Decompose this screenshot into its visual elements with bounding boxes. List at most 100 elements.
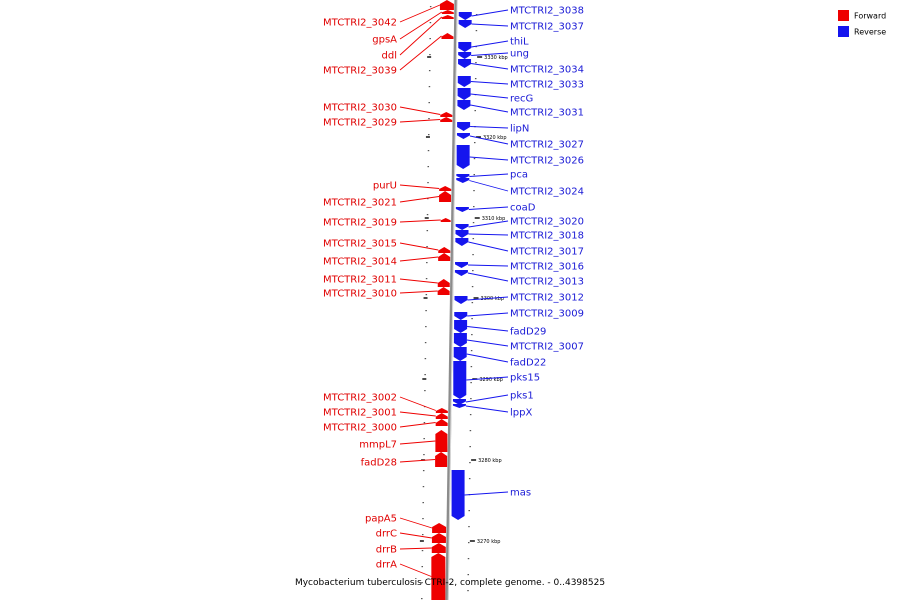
reverse-gene[interactable]: MTCTRI2_3013	[454, 270, 584, 288]
reverse-gene-label[interactable]: MTCTRI2_3012	[510, 293, 584, 304]
reverse-gene-block[interactable]	[452, 399, 466, 405]
forward-gene[interactable]: papA5	[365, 514, 447, 534]
reverse-gene[interactable]: recG	[457, 88, 534, 105]
reverse-gene-block[interactable]	[454, 270, 468, 276]
forward-gene-block[interactable]	[439, 0, 454, 10]
forward-gene-block[interactable]	[438, 247, 451, 253]
reverse-gene[interactable]: MTCTRI2_3024	[456, 178, 584, 198]
reverse-gene-block[interactable]	[458, 52, 472, 59]
reverse-gene-label[interactable]: thiL	[510, 37, 529, 48]
reverse-gene[interactable]: pca	[456, 170, 528, 181]
forward-gene[interactable]: MTCTRI2_3014	[323, 253, 451, 268]
forward-gene-label[interactable]: MTCTRI2_3010	[323, 289, 397, 300]
reverse-gene-block[interactable]	[453, 347, 467, 361]
reverse-gene-label[interactable]: MTCTRI2_3020	[510, 217, 584, 228]
reverse-gene[interactable]: lipN	[457, 122, 529, 135]
forward-gene[interactable]: MTCTRI2_3029	[323, 117, 453, 129]
reverse-gene-block[interactable]	[458, 12, 472, 20]
forward-gene-block[interactable]	[437, 279, 450, 287]
reverse-gene-block[interactable]	[458, 42, 472, 52]
forward-gene-label[interactable]: drrA	[376, 560, 397, 571]
forward-gene[interactable]: MTCTRI2_3011	[323, 275, 450, 288]
reverse-gene-block[interactable]	[453, 333, 467, 347]
reverse-gene[interactable]: MTCTRI2_3031	[457, 100, 584, 119]
forward-gene-block[interactable]	[438, 253, 451, 261]
reverse-gene-block[interactable]	[456, 145, 470, 169]
forward-gene-label[interactable]: MTCTRI2_3039	[323, 66, 397, 77]
reverse-gene[interactable]: MTCTRI2_3018	[455, 230, 584, 242]
forward-gene-label[interactable]: papA5	[365, 514, 397, 525]
forward-gene-label[interactable]: MTCTRI2_3019	[323, 218, 397, 229]
reverse-gene-label[interactable]: MTCTRI2_3016	[510, 262, 584, 273]
forward-gene[interactable]: mmpL7	[359, 430, 448, 452]
reverse-gene[interactable]: MTCTRI2_3007	[453, 333, 584, 353]
reverse-gene-block[interactable]	[457, 76, 471, 87]
forward-gene[interactable]: MTCTRI2_3042	[323, 0, 454, 29]
forward-gene-label[interactable]: ddl	[382, 51, 397, 62]
forward-gene-block[interactable]	[435, 413, 448, 419]
reverse-gene[interactable]: ung	[458, 49, 529, 60]
forward-gene-label[interactable]: MTCTRI2_3014	[323, 257, 397, 268]
reverse-gene-label[interactable]: pca	[510, 170, 528, 181]
reverse-gene-label[interactable]: ung	[510, 49, 529, 60]
reverse-gene[interactable]: MTCTRI2_3017	[455, 238, 584, 258]
forward-gene-label[interactable]: MTCTRI2_3001	[323, 408, 397, 419]
reverse-gene-label[interactable]: pks15	[510, 373, 540, 384]
reverse-gene-block[interactable]	[458, 20, 472, 28]
reverse-gene-label[interactable]: MTCTRI2_3018	[510, 231, 584, 242]
reverse-gene[interactable]: coaD	[455, 203, 536, 214]
forward-gene[interactable]: MTCTRI2_3021	[323, 191, 452, 209]
forward-gene-label[interactable]: MTCTRI2_3002	[323, 393, 397, 404]
forward-gene-label[interactable]: MTCTRI2_3042	[323, 18, 397, 29]
reverse-gene-block[interactable]	[455, 207, 469, 212]
forward-gene[interactable]: drrC	[376, 529, 446, 544]
forward-gene-block[interactable]	[439, 191, 452, 202]
forward-gene-label[interactable]: MTCTRI2_3011	[323, 275, 397, 286]
forward-gene-block[interactable]	[435, 419, 448, 426]
reverse-gene-block[interactable]	[456, 133, 470, 139]
forward-gene-block[interactable]	[440, 117, 453, 122]
reverse-gene[interactable]: MTCTRI2_3020	[455, 217, 584, 231]
forward-gene-block[interactable]	[441, 15, 454, 19]
reverse-gene-block[interactable]	[457, 122, 471, 131]
reverse-gene[interactable]: MTCTRI2_3038	[458, 6, 584, 21]
forward-gene[interactable]: gpsA	[372, 10, 454, 46]
reverse-gene-block[interactable]	[456, 178, 470, 183]
forward-gene-block[interactable]	[431, 543, 446, 553]
reverse-gene-label[interactable]: MTCTRI2_3027	[510, 140, 584, 151]
forward-gene-label[interactable]: MTCTRI2_3030	[323, 103, 397, 114]
reverse-gene-label[interactable]: lppX	[510, 408, 532, 419]
reverse-gene[interactable]: MTCTRI2_3012	[454, 293, 584, 305]
forward-gene[interactable]: MTCTRI2_3019	[323, 218, 451, 229]
forward-gene-block[interactable]	[435, 408, 448, 413]
reverse-gene-label[interactable]: MTCTRI2_3031	[510, 108, 584, 119]
forward-gene[interactable]: MTCTRI2_3010	[323, 287, 450, 300]
reverse-gene-label[interactable]: MTCTRI2_3024	[510, 187, 584, 198]
forward-gene-label[interactable]: MTCTRI2_3000	[323, 423, 397, 434]
forward-gene-block[interactable]	[432, 523, 447, 533]
reverse-gene-label[interactable]: recG	[510, 94, 533, 105]
forward-gene-block[interactable]	[431, 553, 446, 600]
forward-gene-block[interactable]	[435, 430, 448, 452]
forward-gene[interactable]: MTCTRI2_3039	[323, 33, 454, 77]
reverse-gene-label[interactable]: mas	[510, 488, 531, 499]
reverse-gene-label[interactable]: lipN	[510, 124, 529, 135]
reverse-gene[interactable]: MTCTRI2_3037	[458, 20, 584, 33]
forward-gene[interactable]: fadD28	[361, 452, 448, 469]
reverse-gene-label[interactable]: MTCTRI2_3017	[510, 247, 584, 258]
forward-gene-label[interactable]: mmpL7	[359, 440, 397, 451]
reverse-gene-block[interactable]	[455, 224, 469, 230]
forward-gene[interactable]: MTCTRI2_3030	[323, 103, 453, 118]
forward-gene-label[interactable]: fadD28	[361, 458, 397, 469]
reverse-gene[interactable]: MTCTRI2_3034	[458, 59, 584, 76]
reverse-gene[interactable]: lppX	[452, 404, 533, 419]
forward-gene[interactable]: drrB	[376, 543, 446, 556]
forward-gene[interactable]: purU	[373, 181, 452, 192]
reverse-gene[interactable]: pks1	[452, 391, 534, 406]
reverse-gene[interactable]: MTCTRI2_3016	[455, 262, 584, 273]
reverse-gene-label[interactable]: pks1	[510, 391, 534, 402]
forward-gene-block[interactable]	[435, 452, 448, 467]
reverse-gene[interactable]: MTCTRI2_3026	[456, 145, 584, 169]
forward-gene-label[interactable]: MTCTRI2_3021	[323, 198, 397, 209]
forward-gene-block[interactable]	[440, 112, 453, 117]
